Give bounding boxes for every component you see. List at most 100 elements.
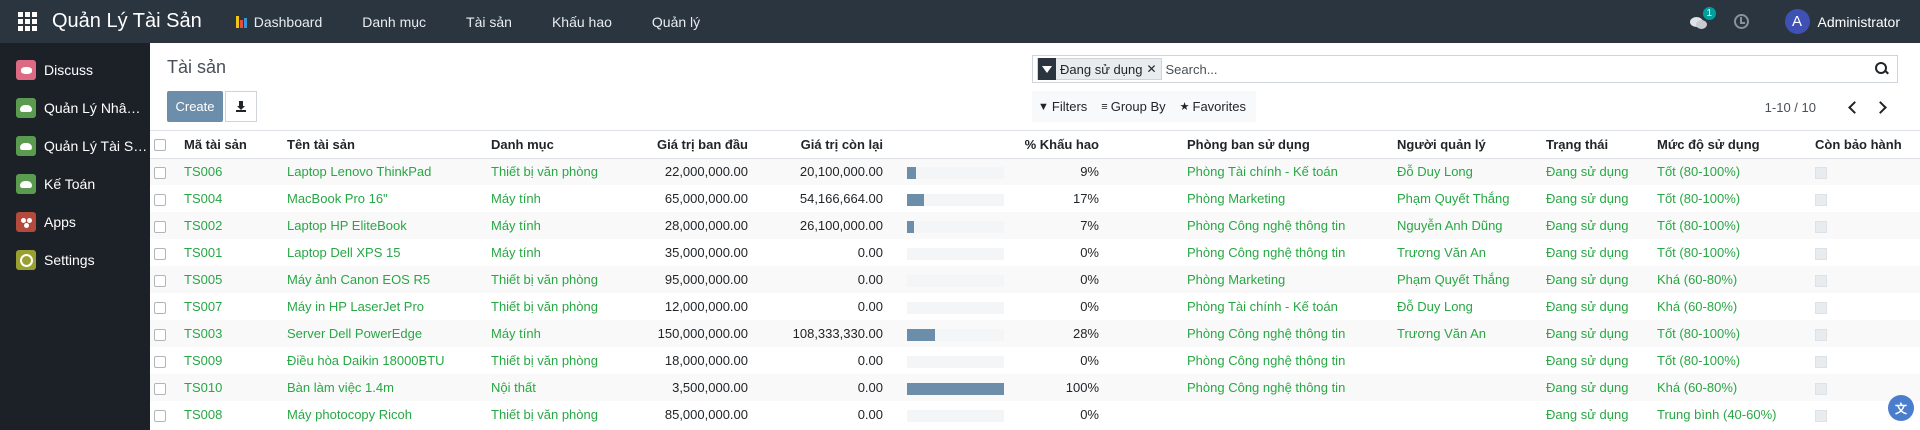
row-checkbox[interactable] [154,328,166,341]
table-row[interactable]: TS002 Laptop HP EliteBook Máy tính 28,000,0… [150,212,1920,239]
menu-quan-ly[interactable]: Quản lý [651,13,701,30]
row-checkbox[interactable] [154,220,166,233]
table-row[interactable]: TS006 Laptop Lenovo ThinkPad Thiết bị văn … [150,158,1920,185]
cell-status: Đang sử dụng [1546,191,1629,206]
cell-status: Đang sử dụng [1546,245,1629,260]
column-header-status[interactable]: Trạng thái [1542,131,1653,159]
translate-icon[interactable]: 文 [1888,395,1914,421]
table-row[interactable]: TS005 Máy ảnh Canon EOS R5 Thiết bị văn ph… [150,266,1920,293]
favorites-button[interactable]: ★ Favorites [1180,99,1246,114]
table-row[interactable]: TS007 Máy in HP LaserJet Pro Thiết bị văn … [150,293,1920,320]
cell-spacer [1103,347,1183,374]
cell-spacer [1103,239,1183,266]
favorites-label: Favorites [1192,99,1246,114]
cell-code: TS009 [184,353,223,368]
user-menu[interactable]: Administrator [1817,13,1900,30]
column-header-code[interactable]: Mã tài sản [180,131,283,159]
cell-original-value: 12,000,000.00 [664,299,748,314]
sidebar-item-hr[interactable]: Quản Lý Nhân ... [0,89,150,127]
accounting-icon [16,174,36,194]
app-menu-icon[interactable] [14,9,40,35]
pager-previous-icon[interactable] [1844,97,1864,117]
sidebar-item-apps[interactable]: Apps [0,203,150,241]
star-icon: ★ [1179,101,1190,113]
row-checkbox[interactable] [154,301,166,314]
table-row[interactable]: TS008 Máy photocopy Ricoh Thiết bị văn phò… [150,401,1920,428]
table-row[interactable]: TS001 Laptop Dell XPS 15 Máy tính 35,000,00… [150,239,1920,266]
cell-status: Đang sử dụng [1546,407,1629,422]
row-checkbox[interactable] [154,166,166,179]
menu-dashboard[interactable]: Dashboard [235,14,322,30]
column-header-usage[interactable]: Mức độ sử dụng [1653,131,1811,159]
menu-danh-muc[interactable]: Danh mục [362,13,427,30]
cell-department: Phòng Công nghệ thông tin [1183,320,1393,347]
column-header-remaining[interactable]: Giá trị còn lại [752,131,887,159]
table-row[interactable]: TS003 Server Dell PowerEdge Máy tính 150,00… [150,320,1920,347]
app-brand[interactable]: Quản Lý Tài Sản [52,10,202,32]
menu-khau-hao[interactable]: Khấu hao [551,13,612,30]
cell-original-value: 18,000,000.00 [664,353,748,368]
cell-depreciation-percent: 0% [1080,299,1099,314]
cell-warranty [1811,293,1920,320]
search-icon[interactable] [1875,62,1889,76]
row-checkbox[interactable] [154,247,166,260]
depreciation-progress-bar [907,301,1004,314]
row-checkbox[interactable] [154,382,166,395]
facet-remove-icon[interactable]: ✕ [1146,62,1157,76]
cell-original-value: 22,000,000.00 [617,158,752,185]
sidebar-item-accounting[interactable]: Kế Toán [0,165,150,203]
cell-usage-level: Khá (60-80%) [1657,299,1738,314]
cell-name: Laptop HP EliteBook [283,212,487,239]
cell-category: Máy tính [487,320,617,347]
group-by-button[interactable]: ≡ Group By [1101,99,1165,114]
pager-value[interactable]: 1-10 / 10 [1764,99,1816,115]
column-header-name[interactable]: Tên tài sản [283,131,487,159]
cell-usage-level: Tốt (80-100%) [1653,158,1811,185]
table-row[interactable]: TS010 Bàn làm việc 1.4m Nội thất 3,500,000.… [150,374,1920,401]
activity-clock-icon[interactable] [1733,14,1749,29]
cell-warranty [1811,401,1920,428]
column-header-manager[interactable]: Người quản lý [1393,131,1542,159]
funnel-icon: ▼ [1038,100,1049,113]
filters-button[interactable]: ▼ Filters [1038,99,1087,114]
cell-category: Thiết bị văn phòng [487,158,617,185]
depreciation-progress-bar [907,247,1004,260]
column-header-category[interactable]: Danh mục [487,131,617,159]
select-all-checkbox[interactable] [154,139,166,152]
avatar[interactable]: A [1784,9,1810,34]
row-checkbox[interactable] [154,274,166,287]
row-checkbox[interactable] [154,355,166,368]
cell-category: Thiết bị văn phòng [491,407,598,422]
table-row[interactable]: TS009 Điều hòa Daikin 18000BTU Thiết bị vă… [150,347,1920,374]
cell-name: Bàn làm việc 1.4m [283,374,487,401]
cell-depreciation-percent: 100% [1004,374,1103,401]
sidebar-item-settings[interactable]: Settings [0,241,150,279]
warranty-checkbox [1815,328,1827,341]
warranty-checkbox [1815,382,1827,395]
table-row[interactable]: TS004 MacBook Pro 16" Máy tính 65,000,000.0… [150,185,1920,212]
sidebar-item-asset[interactable]: Quản Lý Tài Sản [0,127,150,165]
row-checkbox[interactable] [154,409,166,422]
menu-tai-san[interactable]: Tài sản [466,13,512,30]
cell-status: Đang sử dụng [1542,320,1653,347]
cell-warranty [1811,239,1920,266]
column-header-dept[interactable]: Phòng ban sử dụng [1183,131,1393,159]
cell-progress [887,266,1004,293]
chat-icon[interactable]: 1 [1689,6,1717,29]
cell-manager: Đỗ Duy Long [1393,158,1542,185]
chat-badge: 1 [1702,6,1717,20]
export-button[interactable] [225,91,257,122]
pager: 1-10 / 10 [1765,97,1890,117]
row-checkbox[interactable] [154,193,166,206]
search-input[interactable] [1161,57,1875,81]
cell-original-value: 65,000,000.00 [664,191,748,206]
pager-next-icon[interactable] [1870,97,1890,117]
column-header-original[interactable]: Giá trị ban đầu [617,131,752,159]
column-header-depr[interactable]: % Khấu hao [1004,131,1103,159]
depreciation-progress-bar [907,328,1004,341]
bars-icon: ≡ [1101,100,1108,113]
sidebar-item-discuss[interactable]: Discuss [0,51,150,89]
column-header-warranty[interactable]: Còn bảo hành [1811,131,1920,159]
apps-icon [16,212,36,232]
create-button[interactable]: Create [167,91,223,122]
